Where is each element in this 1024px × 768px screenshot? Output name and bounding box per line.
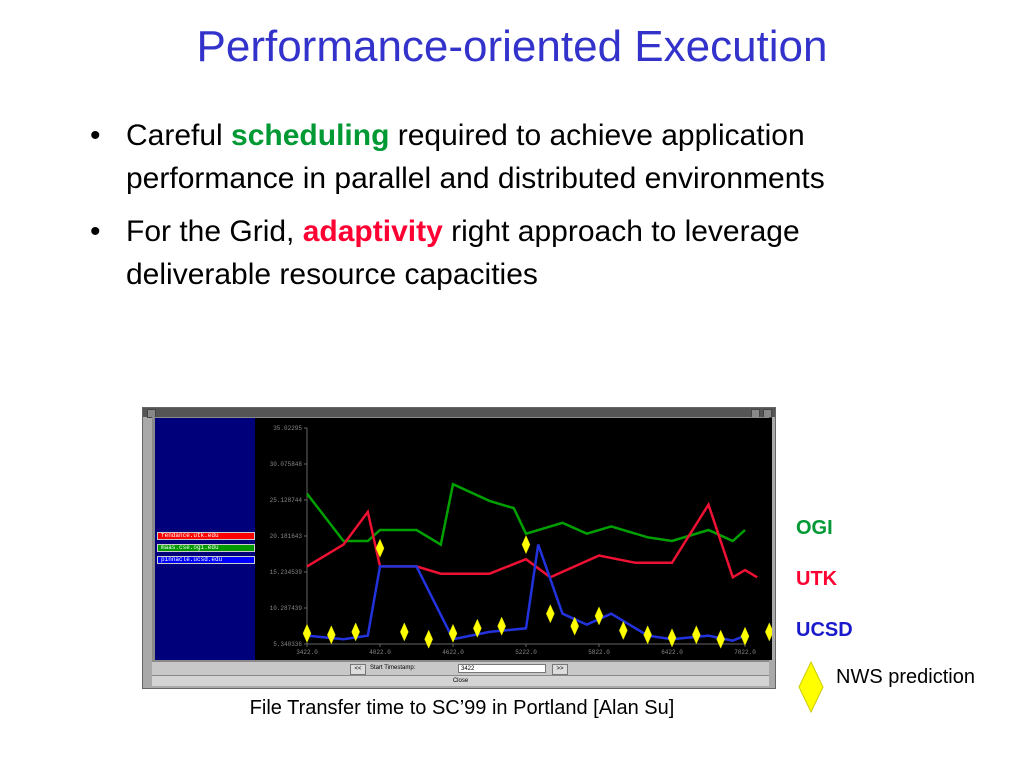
series-label-ucsd: UCSD [796,619,853,641]
bullet-text-post: required to achieve application performa… [126,119,825,195]
nws-prediction-point [667,628,677,648]
timestamp-controls: << Start Timestamp: 3422 >> [152,662,769,675]
x-tick-label: 4022.0 [369,649,391,656]
window-titlebar[interactable] [143,408,775,417]
window-menu-icon[interactable] [147,409,156,418]
bullet-highlight: adaptivity [302,215,443,248]
nws-prediction-point [375,538,385,558]
prev-button[interactable]: << [350,664,366,675]
bullet-text-post: right approach to leverage deliverable r… [126,215,800,291]
bullet-text-pre: Careful [126,119,232,152]
nws-prediction-point [351,622,360,642]
nws-prediction-point [594,606,604,626]
bullet-item: • For the Grid, adaptivity right approac… [84,210,844,296]
y-tick-label: 5.340336 [273,641,302,648]
nws-prediction-point [740,626,750,646]
slide-title: Performance-oriented Execution [196,22,828,71]
nws-prediction-point [570,616,579,636]
bullet-text-pre: For the Grid, [126,215,303,248]
series-line-maas [306,482,746,547]
series-label-utk: UTK [796,568,838,590]
nws-prediction-label: NWS prediction [836,666,975,688]
figure-caption: File Transfer time to SC’99 in Portland … [249,697,675,719]
y-tick-label: 10.287439 [270,605,303,612]
nws-prediction-point [473,618,482,638]
nws-prediction-point [619,620,628,641]
nws-prediction-point [716,629,725,649]
nws-prediction-point [643,625,652,645]
x-tick-label: 5222.0 [515,649,537,656]
series-line-pinnacle [306,544,746,643]
y-tick-label: 30.075848 [270,461,303,468]
series-label-ogi: OGI [796,517,833,539]
y-tick-label: 15.234539 [270,569,303,576]
plot-area: 35.02295 30.075848 25.128744 20.181643 15.23… [255,418,772,660]
y-tick-label: 20.181643 [270,533,303,540]
performance-chart: 35.02295 30.075848 25.128744 20.181643 15.23… [255,418,772,660]
nws-prediction-point [424,629,433,649]
legend-pane: fendance.utk.edu maas.cse.ogi.edu pinnac… [155,418,255,660]
nws-prediction-point [302,623,312,643]
nws-prediction-point [692,625,701,645]
x-tick-label: 6422.0 [661,649,683,656]
bullet-item: • Careful scheduling required to achieve… [84,114,844,200]
series-line-fendance [306,501,758,580]
nws-prediction-point [497,616,506,636]
plot-background [255,418,772,660]
nws-diamond-icon [798,660,824,714]
legend-item-utk[interactable]: fendance.utk.edu [157,532,255,540]
start-timestamp-label: Start Timestamp: [370,665,416,671]
x-tick-label: 4622.0 [442,649,464,656]
nws-prediction-point [546,604,555,624]
nws-prediction-point [400,622,409,642]
start-timestamp-input[interactable]: 3422 [458,664,546,673]
legend-item-ucsd[interactable]: pinnacle.ucsd.edu [157,556,255,564]
y-tick-label: 35.02295 [273,425,302,432]
bullet-dot-icon: • [90,215,101,248]
nws-prediction-point [327,625,336,645]
nws-prediction-point [448,623,458,643]
x-tick-label: 7022.0 [734,649,756,656]
close-button[interactable]: Close [152,676,769,686]
x-tick-label: 3422.0 [296,649,318,656]
y-tick-label: 25.128744 [270,497,303,504]
application-window: fendance.utk.edu maas.cse.ogi.edu pinnac… [142,407,776,689]
bullet-highlight: scheduling [231,119,390,152]
bullet-list: • Careful scheduling required to achieve… [84,114,844,306]
nws-prediction-point [521,534,531,555]
x-tick-label: 5822.0 [588,649,610,656]
next-button[interactable]: >> [552,664,568,675]
bullet-dot-icon: • [90,119,101,152]
legend-item-ogi[interactable]: maas.cse.ogi.edu [157,544,255,552]
